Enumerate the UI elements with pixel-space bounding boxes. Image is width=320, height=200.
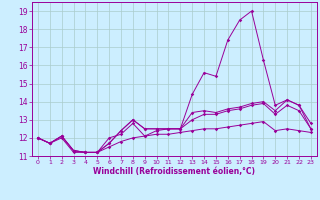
X-axis label: Windchill (Refroidissement éolien,°C): Windchill (Refroidissement éolien,°C): [93, 167, 255, 176]
